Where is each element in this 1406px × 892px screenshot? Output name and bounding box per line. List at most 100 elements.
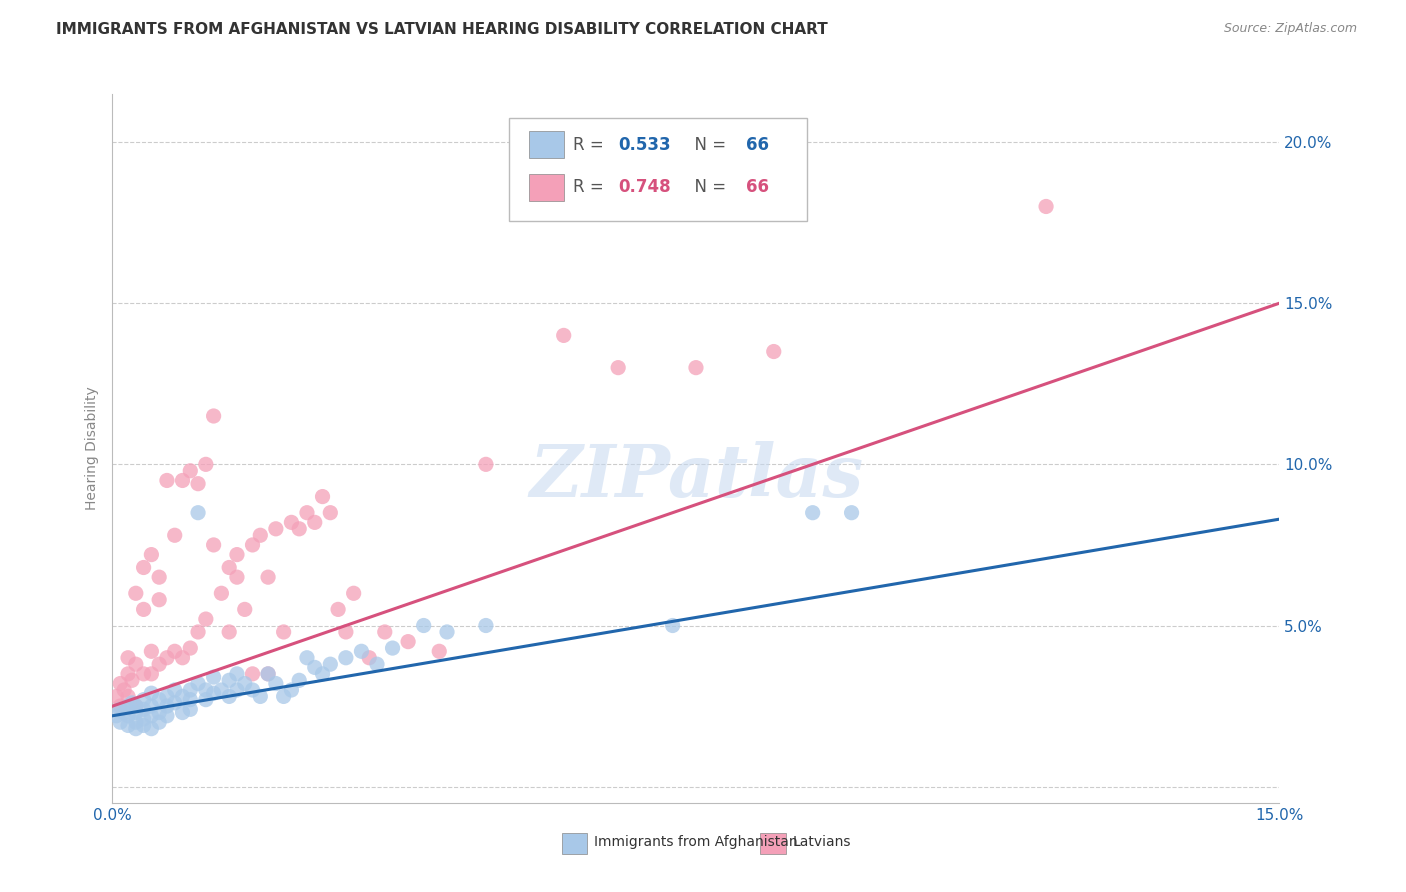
Point bbox=[319, 657, 342, 672]
Point bbox=[141, 686, 163, 700]
Point bbox=[280, 683, 302, 698]
Point bbox=[202, 686, 225, 700]
Point bbox=[295, 506, 318, 520]
Y-axis label: Hearing Disability: Hearing Disability bbox=[84, 386, 98, 510]
Point bbox=[264, 676, 287, 690]
Point bbox=[801, 506, 824, 520]
Point bbox=[156, 699, 179, 714]
Text: ZIPatlas: ZIPatlas bbox=[529, 442, 863, 512]
Text: 0.533: 0.533 bbox=[617, 136, 671, 154]
Point bbox=[202, 670, 225, 684]
Point bbox=[288, 673, 311, 688]
Point bbox=[125, 586, 148, 600]
Point bbox=[187, 624, 209, 639]
Point bbox=[156, 650, 179, 665]
Point bbox=[264, 522, 287, 536]
Point bbox=[209, 586, 232, 600]
Point bbox=[257, 666, 280, 681]
Point bbox=[326, 602, 349, 616]
Point bbox=[218, 690, 240, 704]
Text: 0.748: 0.748 bbox=[617, 178, 671, 196]
Point bbox=[226, 548, 249, 562]
Point bbox=[172, 650, 194, 665]
Point bbox=[685, 360, 707, 375]
Point bbox=[117, 699, 139, 714]
FancyBboxPatch shape bbox=[529, 174, 564, 201]
Text: IMMIGRANTS FROM AFGHANISTAN VS LATVIAN HEARING DISABILITY CORRELATION CHART: IMMIGRANTS FROM AFGHANISTAN VS LATVIAN H… bbox=[56, 22, 828, 37]
Point bbox=[366, 657, 388, 672]
Point bbox=[350, 644, 373, 658]
Point bbox=[762, 344, 785, 359]
Point bbox=[288, 522, 311, 536]
Point bbox=[226, 683, 249, 698]
Point bbox=[295, 650, 318, 665]
Text: Source: ZipAtlas.com: Source: ZipAtlas.com bbox=[1223, 22, 1357, 36]
Point bbox=[257, 666, 280, 681]
Point bbox=[125, 657, 148, 672]
Point bbox=[427, 644, 450, 658]
Point bbox=[226, 570, 249, 584]
Point bbox=[304, 660, 326, 674]
Point bbox=[304, 516, 326, 530]
Point bbox=[359, 650, 381, 665]
Point bbox=[141, 699, 163, 714]
Point bbox=[163, 683, 186, 698]
Point bbox=[148, 592, 170, 607]
Point bbox=[125, 699, 148, 714]
Point bbox=[475, 458, 498, 472]
Point bbox=[179, 702, 201, 716]
Point bbox=[163, 696, 186, 710]
Point bbox=[148, 715, 170, 730]
Text: Immigrants from Afghanistan: Immigrants from Afghanistan bbox=[595, 835, 799, 849]
Point bbox=[132, 666, 155, 681]
Point bbox=[156, 690, 179, 704]
Point bbox=[202, 538, 225, 552]
Point bbox=[148, 570, 170, 584]
Text: 66: 66 bbox=[747, 136, 769, 154]
Point bbox=[110, 715, 132, 730]
Point bbox=[117, 708, 139, 723]
Point bbox=[141, 644, 163, 658]
Point bbox=[343, 586, 366, 600]
Point bbox=[218, 673, 240, 688]
Point bbox=[125, 715, 148, 730]
Point bbox=[226, 666, 249, 681]
Point bbox=[163, 528, 186, 542]
Point bbox=[187, 476, 209, 491]
Text: Latvians: Latvians bbox=[793, 835, 851, 849]
Point bbox=[194, 692, 217, 706]
Point bbox=[218, 560, 240, 574]
Point bbox=[117, 690, 139, 704]
Point bbox=[280, 516, 302, 530]
Point bbox=[125, 699, 148, 714]
Point bbox=[105, 690, 128, 704]
Point bbox=[156, 708, 179, 723]
Point bbox=[141, 548, 163, 562]
Point bbox=[249, 690, 271, 704]
Point bbox=[117, 666, 139, 681]
Point bbox=[132, 712, 155, 726]
Point bbox=[436, 624, 458, 639]
Point bbox=[121, 673, 143, 688]
Point bbox=[249, 528, 271, 542]
Point bbox=[121, 696, 143, 710]
Point bbox=[141, 666, 163, 681]
Point bbox=[273, 624, 295, 639]
Point bbox=[148, 692, 170, 706]
Point bbox=[233, 676, 256, 690]
Point bbox=[125, 706, 148, 720]
Point bbox=[374, 624, 396, 639]
Point bbox=[110, 702, 132, 716]
Point bbox=[172, 706, 194, 720]
Text: N =: N = bbox=[685, 136, 731, 154]
Point bbox=[112, 706, 135, 720]
Point bbox=[125, 722, 148, 736]
Point bbox=[1035, 199, 1057, 213]
Point bbox=[242, 538, 264, 552]
Text: R =: R = bbox=[574, 178, 609, 196]
Point bbox=[163, 644, 186, 658]
Point bbox=[841, 506, 863, 520]
Point bbox=[179, 692, 201, 706]
Point bbox=[132, 718, 155, 732]
FancyBboxPatch shape bbox=[562, 832, 588, 854]
